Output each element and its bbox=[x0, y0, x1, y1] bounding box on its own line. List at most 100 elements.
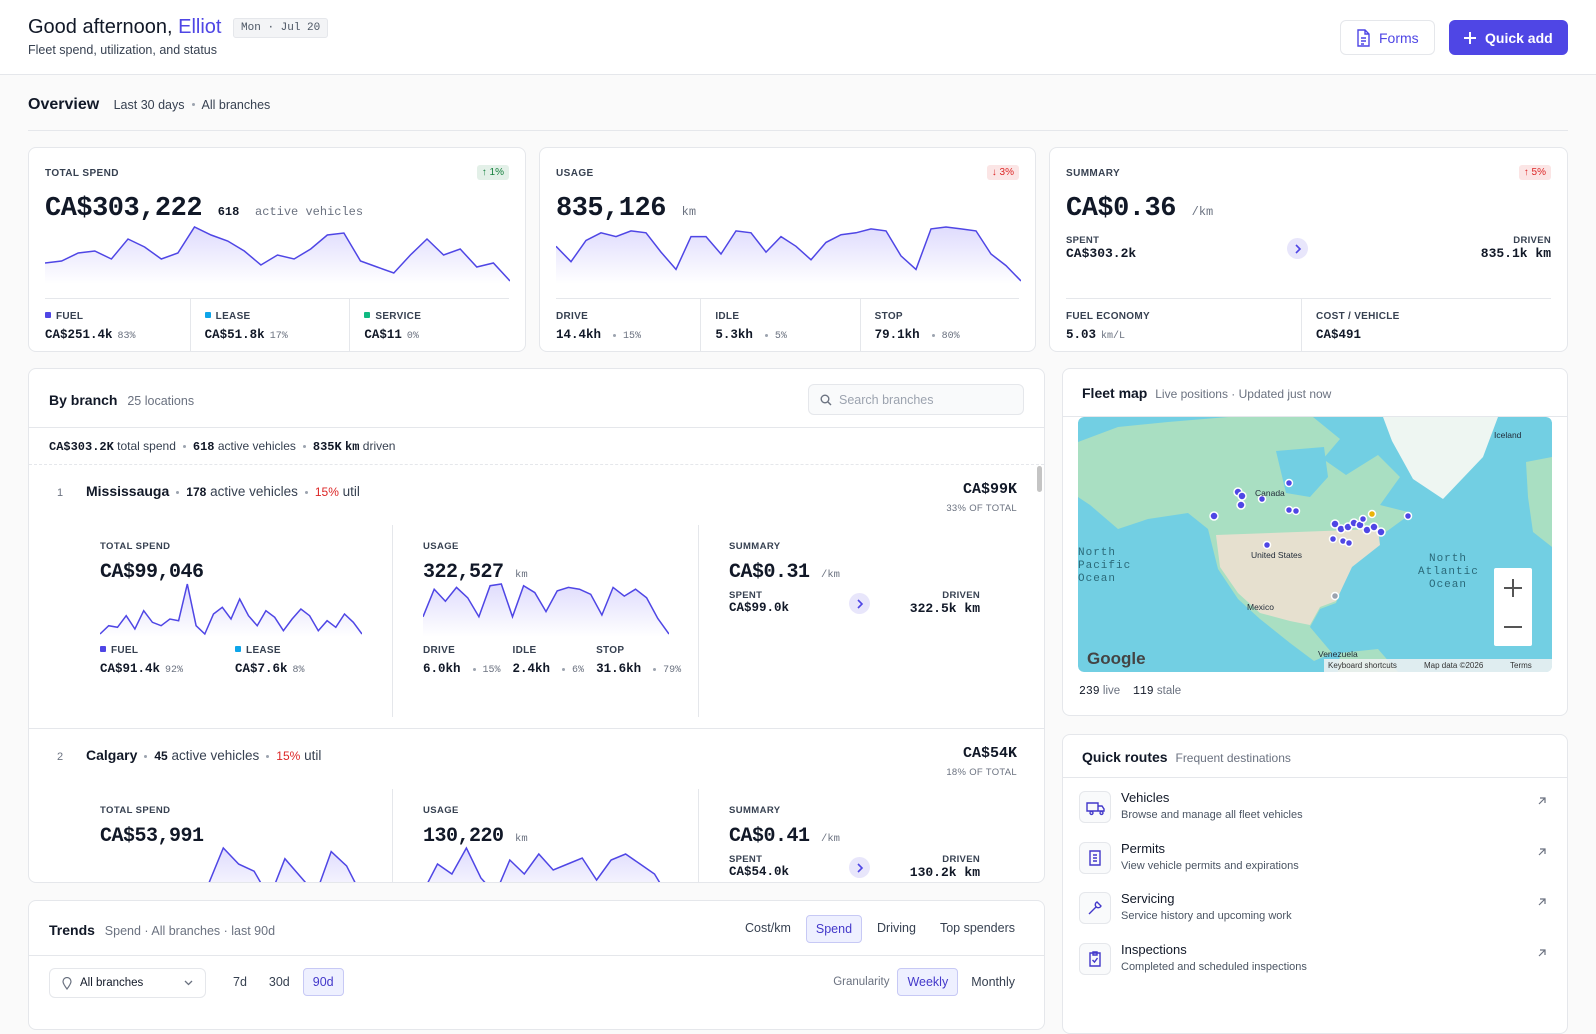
tab[interactable]: Monthly bbox=[971, 975, 1015, 989]
name: SERVICE bbox=[375, 311, 422, 322]
user-name: Elliot bbox=[178, 16, 222, 38]
route-title: Servicing bbox=[1121, 891, 1175, 906]
card-value: CA$53,991 bbox=[100, 825, 204, 848]
tab[interactable]: 7d bbox=[233, 975, 247, 989]
forms-button[interactable]: Forms bbox=[1340, 20, 1435, 55]
share: 5% bbox=[758, 331, 787, 342]
compare-button[interactable] bbox=[849, 857, 870, 878]
metric: FUEL ECONOMY 5.03 km/L bbox=[1066, 299, 1301, 352]
card-label: USAGE bbox=[423, 805, 459, 816]
tab[interactable]: Top spenders bbox=[939, 921, 1015, 935]
share-value: 92% bbox=[165, 665, 184, 676]
spark-area bbox=[209, 848, 355, 882]
value: CA$0.41 bbox=[729, 825, 810, 848]
unit: km/L bbox=[1101, 331, 1126, 342]
spend-card: TOTAL SPEND ↑ 1% CA$303,222 618 active v… bbox=[28, 147, 526, 352]
metric-value: 5.03 km/L bbox=[1066, 328, 1301, 342]
attribution-item[interactable]: Terms bbox=[1510, 661, 1532, 670]
element bbox=[62, 977, 72, 990]
map-label: United States bbox=[1251, 550, 1302, 560]
element bbox=[1367, 509, 1377, 519]
card-label: TOTAL SPEND bbox=[100, 541, 171, 552]
granularity-label: Granularity bbox=[833, 976, 890, 988]
breakdown-name: STOP bbox=[596, 645, 681, 656]
element bbox=[1262, 540, 1272, 550]
spark-line bbox=[423, 583, 669, 635]
breakdown-item: DRIVE 6.0kh 15% bbox=[423, 645, 501, 676]
share: 79% bbox=[646, 665, 681, 676]
breakdown-value: CA$7.6k 8% bbox=[235, 662, 305, 676]
land bbox=[1526, 457, 1552, 547]
tab[interactable]: Spend bbox=[805, 915, 863, 943]
spent-value: CA$303.2k bbox=[1066, 246, 1137, 261]
tab[interactable]: Weekly bbox=[897, 968, 959, 996]
attribution-bar bbox=[1324, 659, 1552, 672]
quick-add-button[interactable]: Quick add bbox=[1449, 20, 1568, 55]
title: Quick routes bbox=[1082, 749, 1168, 765]
breakdown: DRIVE 14.4kh 15% IDLE 5.3kh 5% STOP 79.1kh 80% bbox=[556, 298, 1019, 352]
zoom-control[interactable] bbox=[1494, 568, 1532, 646]
greeting: Good afternoon, bbox=[28, 16, 173, 38]
branch-totals: CA$303.2K total spend 618 active vehicles… bbox=[29, 427, 1044, 465]
compare-button[interactable] bbox=[849, 593, 870, 614]
route-item[interactable]: Inspections Completed and scheduled inspe… bbox=[1079, 939, 1551, 985]
separator bbox=[144, 754, 148, 758]
branch-select[interactable]: All branches bbox=[49, 968, 206, 998]
share: 83% bbox=[118, 331, 136, 342]
pin-icon bbox=[62, 977, 72, 990]
quick-add-label: Quick add bbox=[1485, 29, 1553, 46]
name: LEASE bbox=[215, 311, 251, 322]
card-value: 130,220 km bbox=[423, 825, 528, 848]
spark-line bbox=[208, 846, 356, 882]
breakdown-value: 6.0kh 15% bbox=[423, 662, 501, 676]
spark-line bbox=[100, 583, 362, 636]
card-value: 322,527 km bbox=[423, 561, 528, 584]
route-item[interactable]: Vehicles Browse and manage all fleet vehi… bbox=[1079, 787, 1551, 833]
spark-area bbox=[100, 584, 362, 637]
unit: /km bbox=[821, 833, 840, 845]
chevron bbox=[856, 598, 863, 609]
total-unit: km bbox=[345, 440, 360, 454]
card-label: SUMMARY bbox=[729, 541, 781, 552]
spent-label: SPENT bbox=[1066, 235, 1100, 246]
card-label: USAGE bbox=[556, 168, 594, 179]
spark-line bbox=[427, 846, 661, 882]
metrics: FUEL ECONOMY 5.03 km/L COST / VEHICLE CA$49… bbox=[1066, 298, 1551, 352]
share-value: 8% bbox=[292, 665, 305, 676]
value: CA$7.6k bbox=[235, 662, 288, 676]
external-arrow bbox=[1538, 847, 1546, 855]
tab[interactable]: Cost/km bbox=[745, 921, 791, 935]
tab[interactable]: 90d bbox=[302, 968, 344, 996]
route-item[interactable]: Servicing Service history and upcoming wo… bbox=[1079, 888, 1551, 934]
card-label: TOTAL SPEND bbox=[100, 805, 171, 816]
util-value: 15% bbox=[276, 749, 301, 763]
tab[interactable]: Driving bbox=[877, 921, 916, 935]
element bbox=[1376, 527, 1386, 537]
attribution-item[interactable]: Keyboard shortcuts bbox=[1328, 661, 1397, 670]
share-value: 5% bbox=[774, 331, 787, 342]
vehicle-count: 618 bbox=[217, 205, 240, 219]
element bbox=[1344, 538, 1354, 548]
title: By branch bbox=[49, 392, 118, 408]
sparkline bbox=[208, 846, 356, 882]
share-value: 83% bbox=[117, 331, 136, 342]
share-value: 15% bbox=[482, 665, 501, 676]
value: 79.1kh bbox=[874, 328, 920, 342]
route-item[interactable]: Permits View vehicle permits and expirati… bbox=[1079, 838, 1551, 884]
breakdown-item: IDLE 2.4kh 6% bbox=[513, 645, 585, 676]
tab[interactable]: 30d bbox=[268, 975, 290, 989]
trends-subtitle: Spend · All branches · last 90d bbox=[104, 924, 276, 938]
value: CA$51.8k bbox=[204, 328, 265, 342]
divider bbox=[1063, 416, 1567, 417]
separator bbox=[182, 445, 186, 449]
routes-panel: Quick routes Frequent destinations Vehic… bbox=[1062, 734, 1568, 1034]
live-label: live bbox=[1102, 685, 1121, 697]
branch-column: USAGE 130,220 km bbox=[392, 789, 698, 882]
compare-button[interactable] bbox=[1287, 238, 1308, 259]
search-box[interactable]: Search branches bbox=[808, 384, 1024, 415]
overview-bar: Overview Last 30 days All branches bbox=[28, 96, 1568, 131]
separator bbox=[176, 490, 180, 494]
separator bbox=[302, 445, 306, 449]
map[interactable]: Iceland Canada United States Mexico Vene… bbox=[1078, 417, 1552, 672]
land bbox=[1216, 529, 1380, 625]
